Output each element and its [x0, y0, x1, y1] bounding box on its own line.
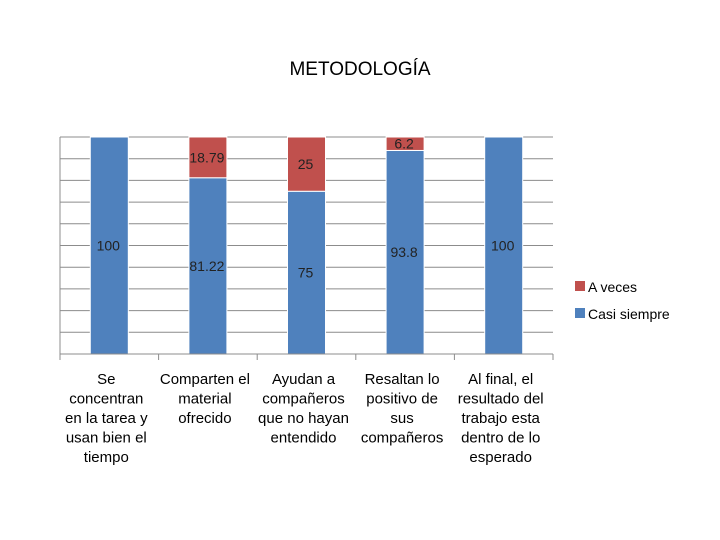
chart-title: METODOLOGÍA [289, 59, 430, 80]
data-label: 100 [97, 238, 121, 254]
bar-casi-siempre [287, 190, 326, 355]
data-label: 93.8 [390, 244, 417, 260]
data-labels: 100 81.22 18.79 75 25 93.8 6.2 100 [97, 136, 515, 281]
category-labels: Se concentran en la tarea y usan bien el tie… [65, 371, 544, 466]
category-label: Al final, el resultado del trabajo esta den… [458, 371, 544, 466]
legend-label: Casi siempre [588, 306, 670, 322]
bar-a-veces [188, 136, 228, 179]
legend-label: A veces [588, 279, 637, 295]
data-label: 75 [298, 265, 314, 281]
bar-a-veces [385, 136, 425, 151]
data-label: 18.79 [189, 149, 224, 165]
data-label: 100 [491, 238, 515, 254]
data-label: 25 [298, 156, 314, 172]
category-label: Comparten el material ofrecido [160, 371, 250, 427]
data-label: 81.22 [189, 258, 224, 274]
legend-swatch [575, 308, 585, 318]
data-label: 6.2 [394, 136, 414, 152]
bar-casi-siempre [188, 177, 228, 355]
category-label: Se concentran en la tarea y usan bien el tie… [65, 371, 148, 466]
category-label: Resaltan lo positivo de sus compañeros [361, 371, 444, 447]
bar-casi-siempre [89, 136, 129, 355]
axes [59, 137, 554, 360]
bar-a-veces [287, 136, 326, 192]
legend-swatch [575, 281, 585, 291]
legend: A veces Casi siempre [575, 279, 670, 322]
bar-casi-siempre [484, 136, 524, 355]
category-label: Ayudan a compañeros que no hayan entendido [258, 371, 349, 447]
bars [89, 136, 524, 355]
